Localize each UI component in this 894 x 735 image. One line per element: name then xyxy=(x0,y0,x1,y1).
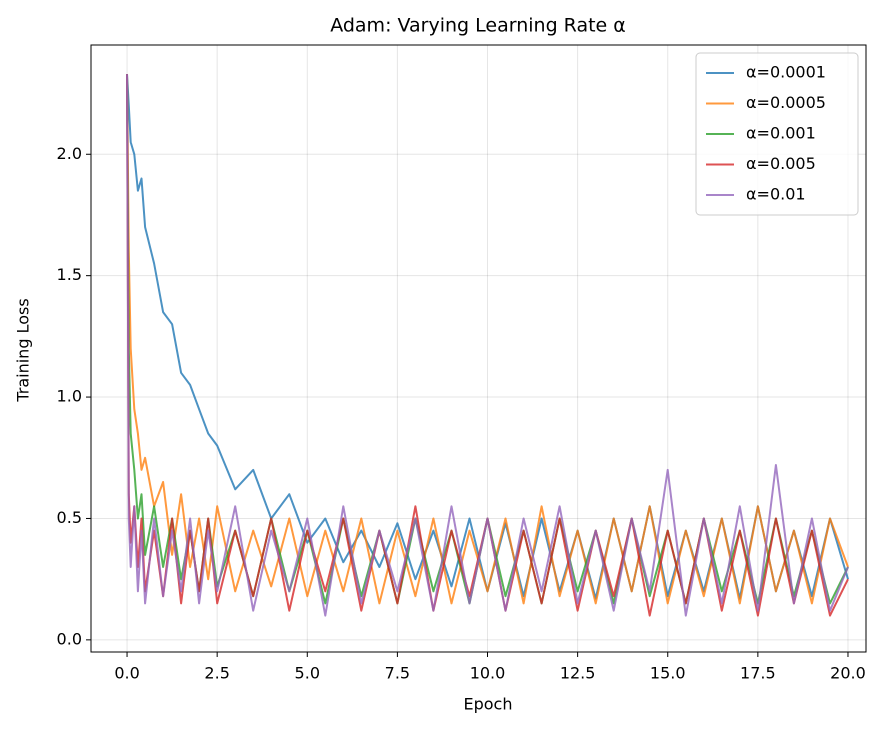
legend-label: α=0.001 xyxy=(746,124,816,143)
legend-label: α=0.005 xyxy=(746,154,816,173)
x-tick-label: 20.0 xyxy=(830,664,866,683)
chart-title: Adam: Varying Learning Rate α xyxy=(330,15,626,37)
x-tick-label: 17.5 xyxy=(740,664,776,683)
series-line xyxy=(126,74,849,617)
x-tick-label: 10.0 xyxy=(470,664,506,683)
plot-frame xyxy=(90,44,867,653)
y-tick-label: 0.5 xyxy=(57,508,82,527)
x-tick-label: 0.0 xyxy=(114,664,139,683)
y-tick-label: 1.0 xyxy=(57,387,82,406)
y-tick-label: 0.0 xyxy=(57,629,82,648)
x-tick-label: 12.5 xyxy=(560,664,596,683)
legend-label: α=0.01 xyxy=(746,185,806,204)
x-tick-label: 7.5 xyxy=(385,664,410,683)
x-tick-label: 5.0 xyxy=(295,664,320,683)
legend-label: α=0.0001 xyxy=(746,63,826,82)
legend-box xyxy=(695,52,859,216)
x-tick-label: 2.5 xyxy=(204,664,229,683)
y-tick-label: 1.5 xyxy=(57,265,82,284)
y-axis-label: Training Loss xyxy=(14,298,33,402)
legend-label: α=0.0005 xyxy=(746,93,826,112)
x-tick-label: 15.0 xyxy=(650,664,686,683)
x-axis-label: Epoch xyxy=(464,695,513,714)
y-tick-label: 2.0 xyxy=(57,144,82,163)
